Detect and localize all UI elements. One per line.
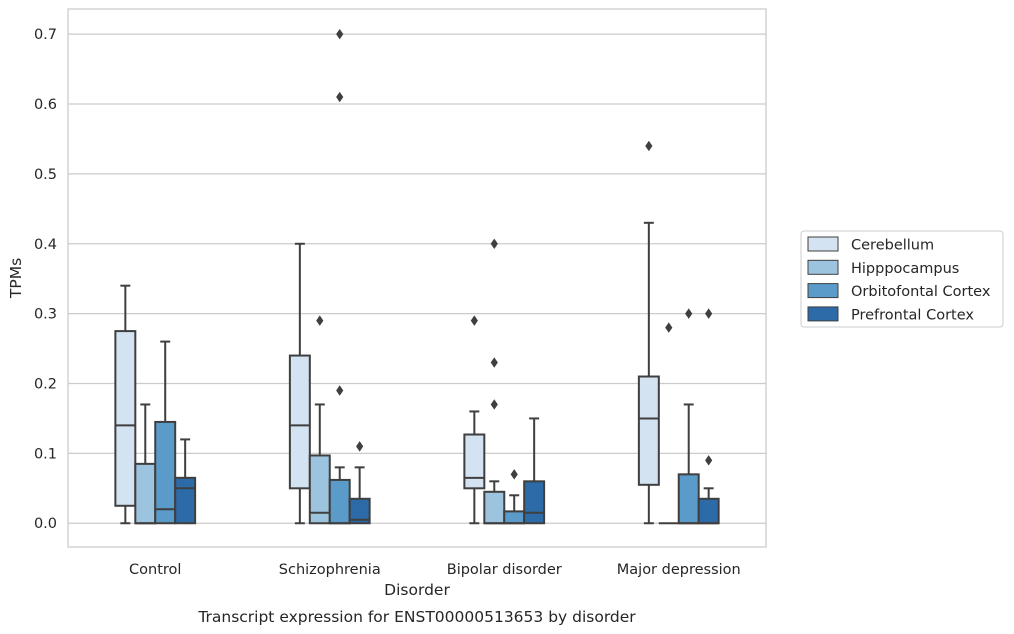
- outlier-point: [336, 91, 344, 103]
- box-1-0: [288, 242, 311, 525]
- box-body: [637, 375, 660, 486]
- y-tick-label: 0.6: [34, 97, 57, 113]
- box-0-3: [174, 438, 197, 525]
- box-0-1: [134, 403, 157, 525]
- outlier-point: [336, 385, 344, 396]
- y-tick-label: 0.3: [34, 307, 57, 323]
- legend: Cerebellum Hipppocampus Orbitofontal Corte…: [800, 230, 1004, 328]
- outlier-point: [645, 140, 653, 152]
- legend-label: Orbitofontal Cortex: [851, 284, 991, 300]
- outlier-point: [316, 315, 324, 326]
- legend-swatch: [807, 236, 839, 252]
- legend-swatch: [807, 306, 839, 322]
- legend-swatch: [807, 283, 839, 299]
- legend-label: Cerebellum: [851, 238, 934, 254]
- box-body: [483, 490, 506, 525]
- outlier-point: [705, 455, 713, 466]
- box-1-1: [308, 315, 331, 525]
- box-body: [503, 510, 526, 525]
- box-body: [134, 462, 157, 525]
- box-body: [174, 476, 197, 525]
- box-3-0: [637, 140, 660, 525]
- legend-label: Hipppocampus: [851, 261, 959, 277]
- box-groups: [114, 28, 720, 525]
- box-2-0: [463, 315, 486, 525]
- box-0-2: [154, 340, 177, 525]
- x-tick-label: Schizophrenia: [279, 562, 381, 578]
- box-body: [463, 433, 486, 490]
- outlier-point: [336, 28, 344, 40]
- y-tick-label: 0.7: [34, 27, 57, 43]
- outlier-point: [705, 308, 713, 319]
- box-body: [328, 478, 351, 525]
- outlier-point: [510, 469, 518, 480]
- y-tick-label: 0.0: [34, 516, 57, 532]
- outlier-point: [665, 322, 673, 333]
- box-3-3: [697, 308, 720, 525]
- box-2-2: [503, 469, 526, 525]
- box-2-1: [483, 238, 506, 525]
- outlier-point: [490, 357, 498, 368]
- y-tick-label: 0.4: [34, 237, 57, 253]
- plot-frame: [67, 8, 767, 548]
- box-body: [677, 473, 700, 525]
- legend-swatch: [807, 259, 839, 275]
- box-3-1: [658, 322, 679, 525]
- y-tick-label: 0.2: [34, 377, 57, 393]
- y-tick-label: 0.1: [34, 446, 57, 462]
- x-axis-ticks: Control Schizophrenia Bipolar disorder Majo…: [129, 562, 741, 578]
- box-2-3: [523, 417, 546, 525]
- y-axis-title: TPMs: [7, 258, 25, 299]
- outlier-point: [470, 315, 478, 326]
- outlier-point: [490, 238, 498, 249]
- x-tick-label: Control: [129, 562, 181, 578]
- box-body: [523, 480, 546, 525]
- box-body: [348, 497, 371, 525]
- box-1-2: [328, 28, 351, 525]
- outlier-point: [490, 399, 498, 410]
- box-body: [114, 330, 137, 507]
- legend-label: Prefrontal Cortex: [851, 307, 974, 323]
- x-tick-label: Major depression: [617, 562, 741, 578]
- outlier-point: [685, 308, 693, 319]
- box-3-2: [677, 308, 700, 525]
- box-body: [288, 354, 311, 490]
- y-axis-ticks: 0.0 0.1 0.2 0.3 0.4 0.5 0.6 0.7: [34, 27, 57, 532]
- outlier-point: [356, 441, 364, 452]
- legend-frame: [800, 230, 1004, 328]
- box-0-0: [114, 284, 137, 525]
- box-body: [154, 420, 177, 525]
- x-tick-label: Bipolar disorder: [447, 562, 562, 578]
- y-tick-label: 0.5: [34, 167, 57, 183]
- x-axis-title: Disorder: [384, 581, 450, 599]
- box-body: [697, 497, 720, 525]
- chart-caption: Transcript expression for ENST0000051365…: [197, 608, 636, 626]
- box-1-3: [348, 441, 371, 525]
